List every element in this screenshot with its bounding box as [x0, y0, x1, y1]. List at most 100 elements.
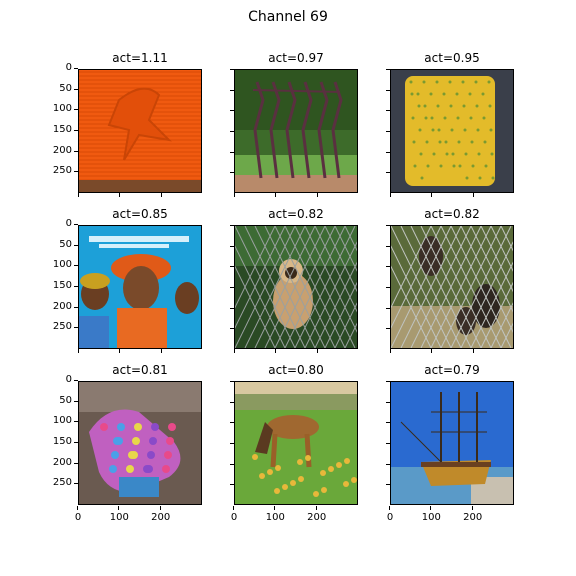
panel-title: act=0.81	[112, 363, 168, 377]
x-tick-mark	[160, 349, 162, 353]
image-panel: act=0.97	[230, 51, 358, 197]
y-tick-label: 50	[44, 83, 78, 94]
y-tick-mark	[230, 287, 234, 288]
y-tick-mark	[386, 381, 390, 382]
y-tick-mark	[230, 401, 234, 403]
panel-image	[390, 225, 514, 349]
x-tick-label: 0	[63, 506, 93, 523]
y-tick-label: 100	[44, 415, 78, 426]
y-tick-label: 150	[44, 124, 78, 135]
y-tick-mark	[386, 245, 390, 247]
x-tick-mark	[390, 349, 391, 353]
x-tick-label: 0	[375, 506, 405, 523]
x-tick-label: 100	[104, 506, 134, 523]
y-tick-label: 100	[44, 103, 78, 114]
y-tick-mark	[386, 89, 390, 91]
y-tick-label: 150	[44, 280, 78, 291]
image-panel: act=0.80 0 100 200	[230, 363, 358, 523]
y-tick-mark	[230, 69, 234, 70]
y-tick-mark	[386, 401, 390, 403]
y-tick-mark	[386, 484, 390, 486]
panel-image	[78, 381, 202, 505]
y-tick-mark	[230, 463, 234, 465]
image-panel: act=0.79 0 100 200	[386, 363, 514, 523]
x-tick-mark	[316, 349, 318, 353]
panel-image	[78, 225, 202, 349]
x-tick-label: 0	[219, 506, 249, 523]
panel-title: act=0.95	[424, 51, 480, 65]
y-tick-mark	[386, 307, 390, 309]
panel-title: act=0.80	[268, 363, 324, 377]
image-panel: act=0.95	[386, 51, 514, 197]
y-tick-label: 200	[44, 145, 78, 156]
panel-image	[234, 381, 358, 505]
y-tick-mark	[386, 172, 390, 174]
y-tick-mark	[386, 463, 390, 465]
image-panel: act=0.82	[386, 207, 514, 353]
x-tick-label: 100	[260, 506, 290, 523]
x-tick-mark	[160, 193, 162, 197]
x-tick-label: 100	[416, 506, 446, 523]
x-tick-mark	[234, 349, 235, 353]
y-tick-mark	[230, 131, 234, 132]
x-tick-mark	[431, 193, 433, 197]
panel-image	[390, 69, 514, 193]
x-tick-label: 200	[302, 506, 332, 523]
y-tick-mark	[230, 328, 234, 330]
x-tick-mark	[472, 193, 474, 197]
x-tick-mark	[431, 349, 433, 353]
x-tick-mark	[119, 193, 121, 197]
y-tick-mark	[386, 287, 390, 288]
x-tick-mark	[234, 193, 235, 197]
y-tick-mark	[386, 266, 390, 268]
x-tick-mark	[275, 193, 277, 197]
y-tick-label: 0	[44, 218, 78, 229]
y-tick-mark	[230, 89, 234, 91]
y-tick-label: 50	[44, 395, 78, 406]
image-panel: act=0.82	[230, 207, 358, 353]
y-tick-label: 200	[44, 457, 78, 468]
y-tick-label: 0	[44, 374, 78, 385]
x-tick-mark	[472, 349, 474, 353]
y-tick-label: 100	[44, 259, 78, 270]
y-tick-mark	[230, 245, 234, 247]
x-tick-mark	[316, 193, 318, 197]
figure-title: Channel 69	[248, 9, 328, 25]
panel-image	[234, 225, 358, 349]
x-tick-mark	[78, 193, 79, 197]
panel-title: act=1.11	[112, 51, 168, 65]
x-tick-mark	[390, 193, 391, 197]
y-tick-mark	[386, 69, 390, 70]
y-tick-mark	[230, 443, 234, 444]
panel-title: act=0.82	[424, 207, 480, 221]
x-tick-label: 200	[458, 506, 488, 523]
panel-image	[390, 381, 514, 505]
image-panel: act=1.11 0 50 100 150 200 250	[53, 51, 202, 197]
image-panel: act=0.81 0 50 100 150 200 250 0 100 200	[53, 363, 202, 523]
panel-title: act=0.85	[112, 207, 168, 221]
y-tick-mark	[386, 443, 390, 444]
panel-image	[234, 69, 358, 193]
y-tick-mark	[230, 422, 234, 424]
y-tick-label: 250	[44, 321, 78, 332]
y-tick-mark	[386, 110, 390, 112]
x-tick-label: 200	[146, 506, 176, 523]
image-panel: act=0.85 0 50 100 150 200 250	[53, 207, 202, 353]
y-tick-label: 250	[44, 477, 78, 488]
y-tick-label: 50	[44, 239, 78, 250]
y-tick-label: 150	[44, 436, 78, 447]
y-tick-mark	[230, 172, 234, 174]
y-tick-mark	[386, 328, 390, 330]
y-tick-mark	[230, 484, 234, 486]
y-tick-mark	[386, 131, 390, 132]
y-tick-mark	[230, 225, 234, 226]
panel-title: act=0.82	[268, 207, 324, 221]
y-tick-mark	[230, 381, 234, 382]
y-tick-mark	[386, 151, 390, 153]
panel-image	[78, 69, 202, 193]
y-tick-mark	[386, 422, 390, 424]
y-tick-mark	[230, 151, 234, 153]
y-tick-mark	[230, 110, 234, 112]
x-tick-mark	[119, 349, 121, 353]
